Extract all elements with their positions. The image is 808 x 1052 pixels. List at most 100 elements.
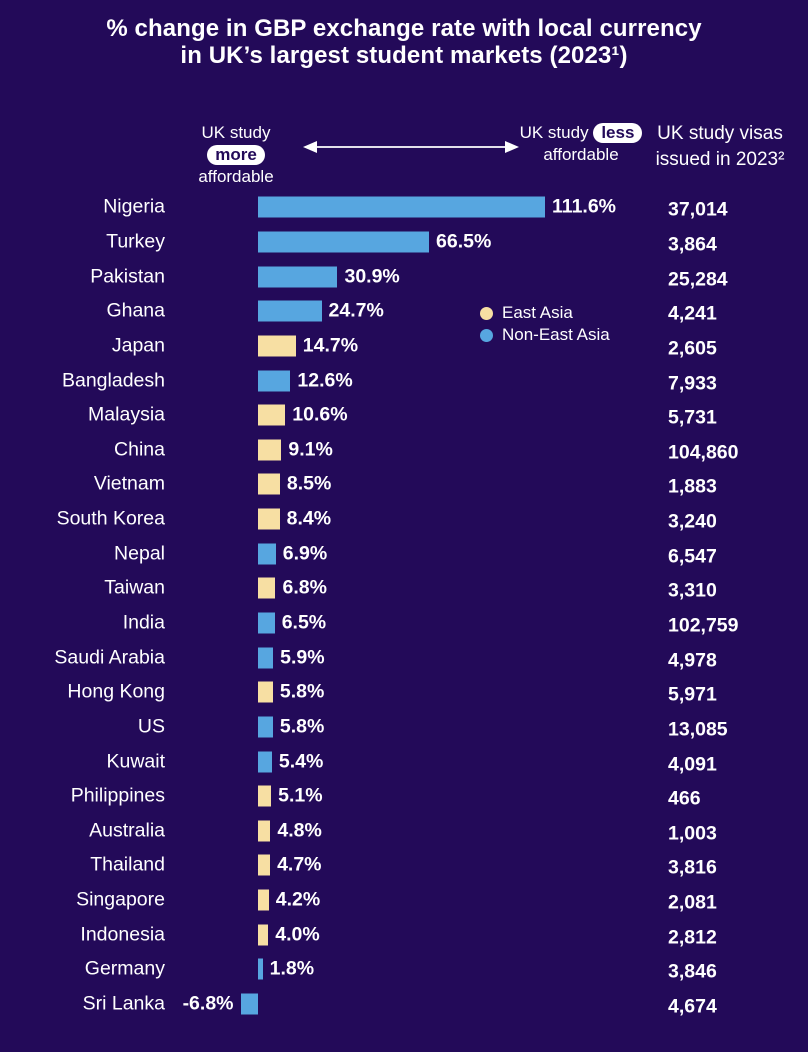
chart-row: Taiwan 6.8% 3,310 (0, 571, 808, 606)
bar (258, 716, 273, 738)
chart-row: Thailand 4.7% 3,816 (0, 848, 808, 883)
chart-row: Philippines 5.1% 466 (0, 779, 808, 814)
value-label: 6.9% (282, 542, 328, 565)
chart-title-line2: in UK’s largest student markets (2023¹) (180, 42, 628, 69)
bar (258, 370, 291, 392)
chart-row: Ghana 24.7% 4,241 (0, 294, 808, 329)
visa-count: 4,674 (668, 995, 717, 1018)
country-label: Germany (84, 957, 165, 980)
visa-count: 3,310 (668, 579, 717, 602)
value-label: 4.8% (277, 819, 322, 842)
affordability-less-suffix: affordable (543, 145, 619, 164)
visa-count: 4,091 (668, 753, 717, 776)
value-label: 6.8% (282, 576, 327, 599)
bar (258, 439, 282, 461)
chart-row: Vietnam 8.5% 1,883 (0, 467, 808, 502)
value-label: 6.5% (281, 611, 327, 634)
country-label: Vietnam (93, 472, 165, 495)
bar (258, 335, 296, 357)
legend: East Asia Non-East Asia (480, 302, 610, 346)
chart-row: Sri Lanka -6.8% 4,674 (0, 987, 808, 1022)
country-label: South Korea (56, 507, 165, 530)
bar (258, 266, 338, 288)
visa-count: 4,241 (668, 302, 717, 325)
legend-label: East Asia (502, 303, 573, 322)
country-label: Taiwan (104, 576, 165, 599)
country-label: India (122, 611, 165, 634)
visa-count: 1,003 (668, 822, 717, 845)
visa-count: 37,014 (668, 198, 728, 221)
bar (258, 231, 430, 253)
bar (240, 993, 258, 1015)
value-label: -6.8% (182, 992, 234, 1015)
bar (258, 196, 546, 218)
country-label: Saudi Arabia (54, 646, 165, 669)
value-label: 14.7% (302, 334, 359, 357)
visa-count: 466 (668, 787, 701, 810)
country-label: Pakistan (90, 265, 165, 288)
visa-count: 3,846 (668, 960, 717, 983)
country-label: Ghana (106, 299, 165, 322)
country-label: Indonesia (80, 923, 165, 946)
country-label: Nepal (114, 542, 165, 565)
country-label: Japan (111, 334, 165, 357)
chart-row: US 5.8% 13,085 (0, 710, 808, 745)
visa-count: 2,081 (668, 891, 717, 914)
affordability-arrow-icon (303, 141, 519, 153)
bar (258, 647, 274, 669)
bar (258, 404, 286, 426)
bar (258, 751, 272, 773)
visa-count: 104,860 (668, 441, 739, 464)
affordability-label-less-line1: UK study less (518, 122, 644, 144)
bar (258, 889, 269, 911)
legend-label: Non-East Asia (502, 325, 610, 344)
value-label: 12.6% (297, 369, 353, 392)
country-label: China (114, 438, 165, 461)
country-label: Malaysia (88, 403, 165, 426)
value-label: 30.9% (344, 265, 400, 288)
chart-row: Bangladesh 12.6% 7,933 (0, 363, 808, 398)
visa-count: 25,284 (668, 268, 728, 291)
chart-row: Hong Kong 5.8% 5,971 (0, 675, 808, 710)
bar (258, 473, 280, 495)
country-label: Australia (89, 819, 165, 842)
chart-row: Saudi Arabia 5.9% 4,978 (0, 640, 808, 675)
chart-row: Nepal 6.9% 6,547 (0, 536, 808, 571)
more-pill: more (207, 145, 265, 165)
visa-count: 5,731 (668, 406, 717, 429)
bar (258, 854, 271, 876)
country-label: Hong Kong (67, 680, 165, 703)
value-label: 9.1% (288, 438, 333, 461)
value-label: 5.8% (279, 715, 325, 738)
legend-item: East Asia (480, 302, 610, 324)
chart-row: Germany 1.8% 3,846 (0, 952, 808, 987)
value-label: 4.0% (275, 923, 320, 946)
value-label: 4.7% (277, 853, 322, 876)
country-label: Kuwait (106, 750, 165, 773)
chart-row: Indonesia 4.0% 2,812 (0, 917, 808, 952)
affordability-more-prefix: UK study (201, 123, 271, 142)
chart-row: Nigeria 111.6% 37,014 (0, 190, 808, 225)
visa-count: 3,240 (668, 510, 717, 533)
value-label: 8.4% (286, 507, 332, 530)
bar (258, 958, 263, 980)
chart-row: India 6.5% 102,759 (0, 606, 808, 641)
value-label: 5.9% (280, 646, 325, 669)
country-label: US (137, 715, 165, 738)
legend-item: Non-East Asia (480, 324, 610, 346)
chart-row: Singapore 4.2% 2,081 (0, 883, 808, 918)
visa-count: 3,864 (668, 233, 717, 256)
value-label: 8.5% (286, 472, 332, 495)
affordability-label-more-line1: UK study more (174, 122, 298, 166)
value-label: 5.1% (278, 784, 323, 807)
bar (258, 300, 322, 322)
chart-row: Turkey 66.5% 3,864 (0, 225, 808, 260)
affordability-label-less: UK study less affordable (518, 122, 644, 166)
chart-row: South Korea 8.4% 3,240 (0, 502, 808, 537)
bar (258, 924, 269, 946)
value-label: 1.8% (269, 957, 315, 980)
visas-column-header: UK study visas issued in 2023² (645, 121, 795, 173)
bar (258, 820, 271, 842)
bar (258, 785, 272, 807)
bar (258, 612, 275, 634)
